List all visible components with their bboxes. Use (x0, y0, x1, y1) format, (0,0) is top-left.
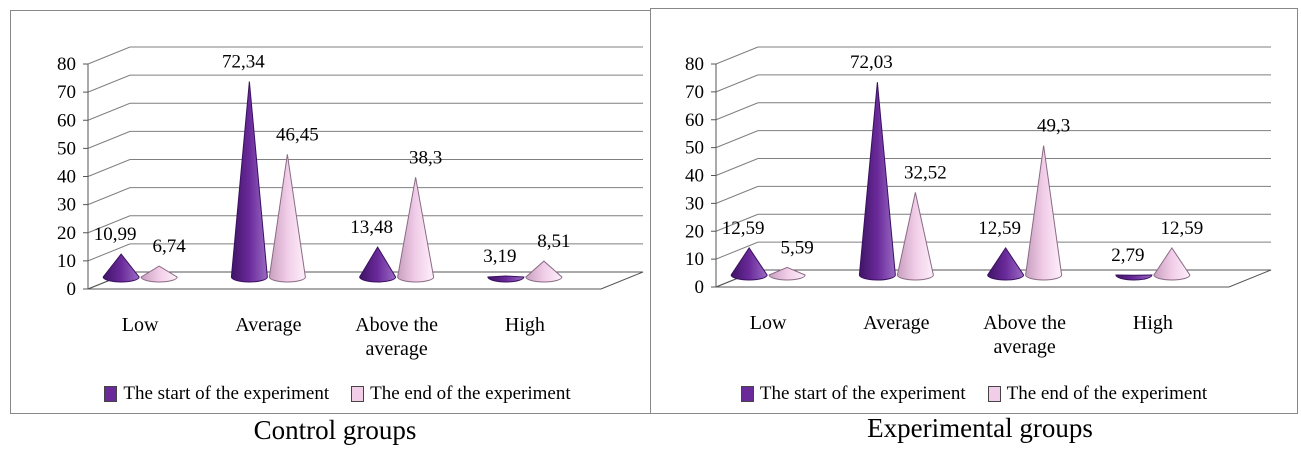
y-tick-label: 50 (57, 138, 76, 159)
gridline-depth (87, 215, 131, 234)
gridline-depth (715, 158, 759, 176)
chart-caption-experimental: Experimental groups (867, 413, 1093, 443)
cone-end (768, 266, 806, 281)
legend-item-end: The end of the experiment (351, 383, 571, 405)
legend-label-start: The start of the experiment (123, 383, 330, 404)
chart-plot-area: 0 10 20 30 40 50 60 70 80 12,59 72,03 12,59 2,79 5,59… (685, 46, 1272, 358)
gridline-depth (715, 213, 759, 232)
data-label: 32,52 (904, 162, 947, 183)
data-label: 72,34 (222, 52, 265, 73)
experimental-groups-chart: 0 10 20 30 40 50 60 70 80 12,59 72,03 12,59 2,79 5,59… (650, 8, 1298, 414)
y-tick-label: 80 (685, 54, 704, 75)
data-label: 12,59 (978, 218, 1021, 239)
x-tick-label: Above the (983, 312, 1066, 334)
cone-end (268, 154, 306, 283)
y-tick-label: 10 (685, 249, 704, 270)
y-tick-label: 20 (685, 221, 704, 242)
legend-label-end: The end of the experiment (1006, 383, 1208, 404)
x-tick-label: Average (863, 312, 929, 334)
legend-item-end: The end of the experiment (987, 383, 1208, 405)
y-tick-label: 30 (685, 193, 704, 214)
x-tick-label: High (1133, 312, 1173, 334)
chart-plot-area: 0 10 20 30 40 50 60 70 80 10,99 72,34 13,48 3,19 6,74… (57, 46, 644, 360)
y-tick-label: 50 (685, 138, 704, 159)
x-tick-label: average (366, 338, 428, 360)
chart-legend: The start of the experiment The end of t… (11, 383, 664, 405)
data-label: 12,59 (1161, 218, 1204, 239)
control-groups-chart: 0 10 20 30 40 50 60 70 80 10,99 72,34 13,48 3,19 6,74… (10, 10, 665, 414)
gridline-depth (87, 243, 131, 262)
gridline-depth (87, 46, 131, 65)
x-tick-label: Above the (355, 314, 438, 336)
legend-swatch-end (351, 386, 365, 402)
gridline-depth (715, 46, 759, 65)
y-tick-label: 60 (57, 110, 76, 131)
x-tick-label: Low (750, 312, 787, 334)
cone-start (102, 253, 140, 283)
y-tick-label: 0 (67, 279, 77, 300)
gridline-depth (87, 159, 131, 177)
data-label: 38,3 (409, 147, 442, 168)
gridline-depth (715, 102, 759, 121)
cone-start (987, 247, 1025, 281)
y-tick-label: 40 (685, 166, 704, 187)
gridline-depth (715, 130, 759, 149)
data-label: 49,3 (1037, 116, 1070, 137)
y-tick-label: 20 (57, 223, 76, 244)
data-label: 12,59 (722, 218, 765, 239)
legend-swatch-start (104, 386, 118, 402)
cone-end (397, 177, 435, 283)
gridline-depth (715, 74, 759, 93)
legend-item-start: The start of the experiment (740, 383, 966, 405)
gridline-depth (715, 241, 759, 260)
cone-start (230, 81, 268, 283)
chart-legend: The start of the experiment The end of t… (651, 383, 1297, 405)
x-tick-label: Average (235, 314, 301, 336)
chart-caption-control: Control groups (253, 415, 417, 445)
legend-swatch-end (987, 386, 1001, 402)
y-tick-label: 10 (57, 251, 76, 272)
gridline-depth (87, 74, 131, 93)
cone-start (730, 247, 768, 281)
y-tick-label: 70 (57, 82, 76, 103)
cone-end (896, 192, 934, 281)
data-label: 46,45 (276, 124, 319, 145)
legend-label-start: The start of the experiment (759, 383, 966, 404)
legend-item-start: The start of the experiment (104, 383, 329, 405)
gridline-depth (87, 187, 131, 206)
x-tick-label: Low (122, 314, 159, 336)
gridline-depth (87, 130, 131, 149)
legend-swatch-start (740, 386, 754, 402)
cone-start (1115, 274, 1153, 281)
cone-end (140, 265, 178, 283)
y-tick-label: 60 (685, 110, 704, 131)
data-label: 3,19 (483, 246, 516, 267)
data-label: 72,03 (850, 52, 893, 73)
cone-start (487, 275, 525, 283)
cone-end (1153, 247, 1191, 281)
y-tick-label: 40 (57, 167, 76, 188)
y-tick-label: 80 (57, 54, 76, 75)
data-label: 8,51 (537, 231, 570, 252)
data-label: 2,79 (1111, 245, 1144, 266)
cone-end (525, 260, 563, 283)
y-tick-label: 70 (685, 82, 704, 103)
y-tick-label: 0 (695, 277, 705, 298)
cone-start (359, 246, 397, 283)
cone-start (858, 82, 896, 281)
x-tick-label: average (994, 336, 1056, 358)
gridline-depth (87, 102, 131, 121)
data-label: 10,99 (94, 224, 137, 245)
cone-end (1025, 145, 1063, 281)
y-tick-label: 30 (57, 195, 76, 216)
legend-label-end: The end of the experiment (370, 383, 571, 404)
data-label: 13,48 (350, 217, 393, 238)
data-label: 5,59 (781, 237, 814, 258)
x-tick-label: High (505, 314, 545, 336)
gridline-depth (715, 185, 759, 204)
data-label: 6,74 (153, 236, 187, 257)
